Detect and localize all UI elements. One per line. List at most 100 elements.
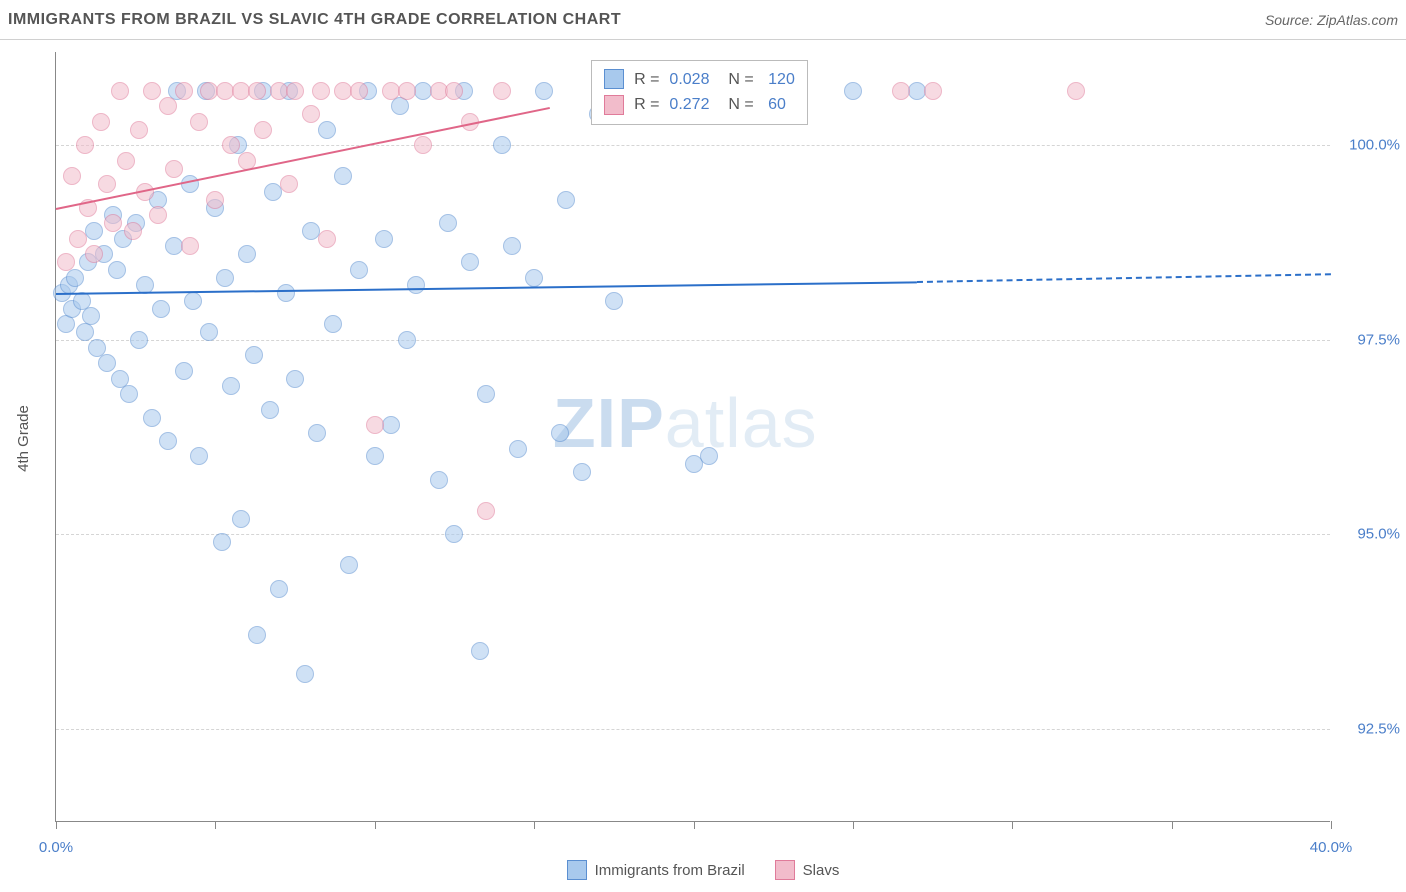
scatter-point [350, 261, 368, 279]
scatter-point [334, 167, 352, 185]
scatter-point [248, 626, 266, 644]
scatter-point [152, 300, 170, 318]
scatter-point [535, 82, 553, 100]
gridline [56, 534, 1330, 535]
scatter-point [66, 269, 84, 287]
scatter-point [391, 97, 409, 115]
scatter-point [280, 175, 298, 193]
scatter-point [573, 463, 591, 481]
scatter-point [551, 424, 569, 442]
scatter-point [286, 370, 304, 388]
scatter-point [557, 191, 575, 209]
scatter-point [184, 292, 202, 310]
stat-r-value: 0.028 [669, 67, 709, 93]
scatter-point [206, 191, 224, 209]
legend-swatch [775, 860, 795, 880]
scatter-point [248, 82, 266, 100]
stat-n-label: N = [719, 92, 753, 118]
scatter-point [216, 269, 234, 287]
gridline [56, 145, 1330, 146]
scatter-point [124, 222, 142, 240]
x-tick [1331, 821, 1332, 829]
scatter-point [254, 121, 272, 139]
scatter-point [286, 82, 304, 100]
scatter-point [238, 245, 256, 263]
scatter-point [149, 206, 167, 224]
scatter-point [605, 292, 623, 310]
scatter-point [382, 416, 400, 434]
scatter-point [76, 323, 94, 341]
scatter-point [477, 502, 495, 520]
scatter-point [111, 82, 129, 100]
scatter-point [85, 245, 103, 263]
scatter-point [190, 113, 208, 131]
scatter-point [270, 580, 288, 598]
scatter-point [130, 121, 148, 139]
scatter-point [159, 432, 177, 450]
gridline [56, 729, 1330, 730]
x-tick [215, 821, 216, 829]
scatter-point [190, 447, 208, 465]
scatter-point [445, 82, 463, 100]
scatter-point [181, 175, 199, 193]
y-tick-label: 100.0% [1340, 137, 1400, 154]
scatter-point [302, 105, 320, 123]
scatter-point [445, 525, 463, 543]
bottom-legend: Immigrants from Brazil Slavs [0, 860, 1406, 880]
stat-r-label: R = [634, 92, 659, 118]
scatter-point [296, 665, 314, 683]
scatter-point [493, 136, 511, 154]
scatter-point [892, 82, 910, 100]
scatter-point [57, 315, 75, 333]
trend-line [56, 281, 917, 295]
scatter-point [471, 642, 489, 660]
gridline [56, 340, 1330, 341]
x-tick [1172, 821, 1173, 829]
scatter-point [108, 261, 126, 279]
scatter-point [200, 323, 218, 341]
scatter-point [143, 409, 161, 427]
scatter-point [222, 136, 240, 154]
scatter-point [92, 113, 110, 131]
scatter-point [1067, 82, 1085, 100]
y-tick-label: 97.5% [1340, 331, 1400, 348]
scatter-point [245, 346, 263, 364]
scatter-point [277, 284, 295, 302]
scatter-point [181, 237, 199, 255]
scatter-point [430, 471, 448, 489]
scatter-point [57, 253, 75, 271]
scatter-point [76, 136, 94, 154]
source-label: Source: ZipAtlas.com [1265, 12, 1398, 28]
stat-r-label: R = [634, 67, 659, 93]
stat-r-value: 0.272 [669, 92, 709, 118]
trend-line-extrapolated [917, 274, 1331, 284]
scatter-point [175, 82, 193, 100]
plot-area: ZIPatlas 92.5%95.0%97.5%100.0%0.0%40.0%R… [55, 52, 1330, 822]
legend-swatch [604, 95, 624, 115]
scatter-point [63, 167, 81, 185]
scatter-point [525, 269, 543, 287]
scatter-point [120, 385, 138, 403]
legend-label: Slavs [803, 862, 840, 879]
scatter-point [439, 214, 457, 232]
x-tick [534, 821, 535, 829]
scatter-point [700, 447, 718, 465]
scatter-point [509, 440, 527, 458]
scatter-point [350, 82, 368, 100]
scatter-point [366, 447, 384, 465]
scatter-point [117, 152, 135, 170]
scatter-point [324, 315, 342, 333]
scatter-point [414, 136, 432, 154]
legend-label: Immigrants from Brazil [595, 862, 745, 879]
scatter-point [312, 82, 330, 100]
stats-box: R =0.028 N = 120R =0.272 N = 60 [591, 60, 808, 125]
scatter-point [104, 214, 122, 232]
watermark: ZIPatlas [553, 383, 818, 463]
scatter-point [398, 331, 416, 349]
chart-title: IMMIGRANTS FROM BRAZIL VS SLAVIC 4TH GRA… [8, 11, 621, 29]
scatter-point [165, 160, 183, 178]
legend-swatch [567, 860, 587, 880]
scatter-point [366, 416, 384, 434]
scatter-point [924, 82, 942, 100]
scatter-point [222, 377, 240, 395]
